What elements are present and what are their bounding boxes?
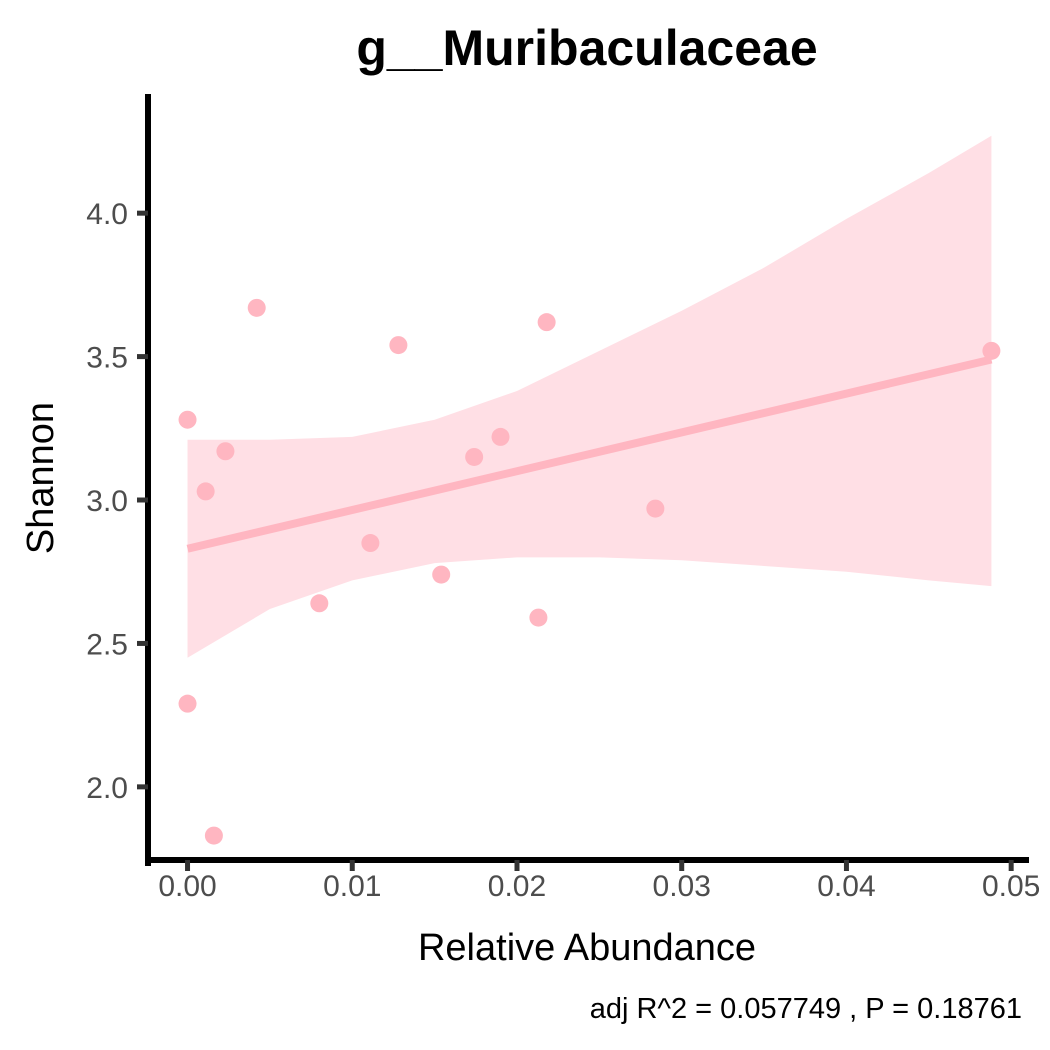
data-point-13 <box>529 608 548 627</box>
x-tick-label-1: 0.00 <box>158 870 216 903</box>
data-point-12 <box>491 427 510 446</box>
data-point-4 <box>204 826 223 845</box>
data-point-10 <box>432 565 451 584</box>
y-axis-title: Shannon <box>20 402 62 554</box>
data-point-6 <box>247 298 266 317</box>
x-tick-label-2: 0.01 <box>323 870 381 903</box>
confidence-band <box>187 135 992 658</box>
data-point-15 <box>646 499 665 518</box>
x-tick-label-6: 0.05 <box>982 870 1040 903</box>
data-point-14 <box>537 313 556 332</box>
data-point-16 <box>982 341 1001 360</box>
y-tick-label-1: 2.0 <box>86 772 128 805</box>
data-point-9 <box>389 336 408 355</box>
data-point-7 <box>310 594 329 613</box>
axes-layer <box>145 94 1029 866</box>
data-point-2 <box>178 694 197 713</box>
ticks-layer: 0.00 0.01 0.02 0.03 0.04 0.05 2.0 2.5 3.0 3.5 4.0 <box>86 198 1040 903</box>
x-tick-label-3: 0.02 <box>488 870 546 903</box>
chart-title: g__Muribaculaceae <box>356 20 817 76</box>
data-point-11 <box>465 447 484 466</box>
chart-caption: adj R^2 = 0.057749 , P = 0.18761 <box>590 993 1022 1025</box>
regression-line <box>186 355 993 553</box>
y-tick-label-3: 3.0 <box>86 485 128 518</box>
x-axis-title: Relative Abundance <box>418 927 756 969</box>
regression-line-layer <box>186 355 993 553</box>
data-points-layer <box>178 298 1001 845</box>
x-tick-label-4: 0.03 <box>653 870 711 903</box>
y-tick-label-2: 2.5 <box>86 628 128 661</box>
y-tick-label-5: 4.0 <box>86 198 128 231</box>
confidence-band-layer <box>187 135 992 658</box>
data-point-5 <box>216 442 235 461</box>
x-tick-label-5: 0.04 <box>817 870 875 903</box>
data-point-1 <box>178 410 197 429</box>
data-point-3 <box>196 482 215 501</box>
y-tick-label-4: 3.5 <box>86 342 128 375</box>
data-point-8 <box>361 534 380 553</box>
